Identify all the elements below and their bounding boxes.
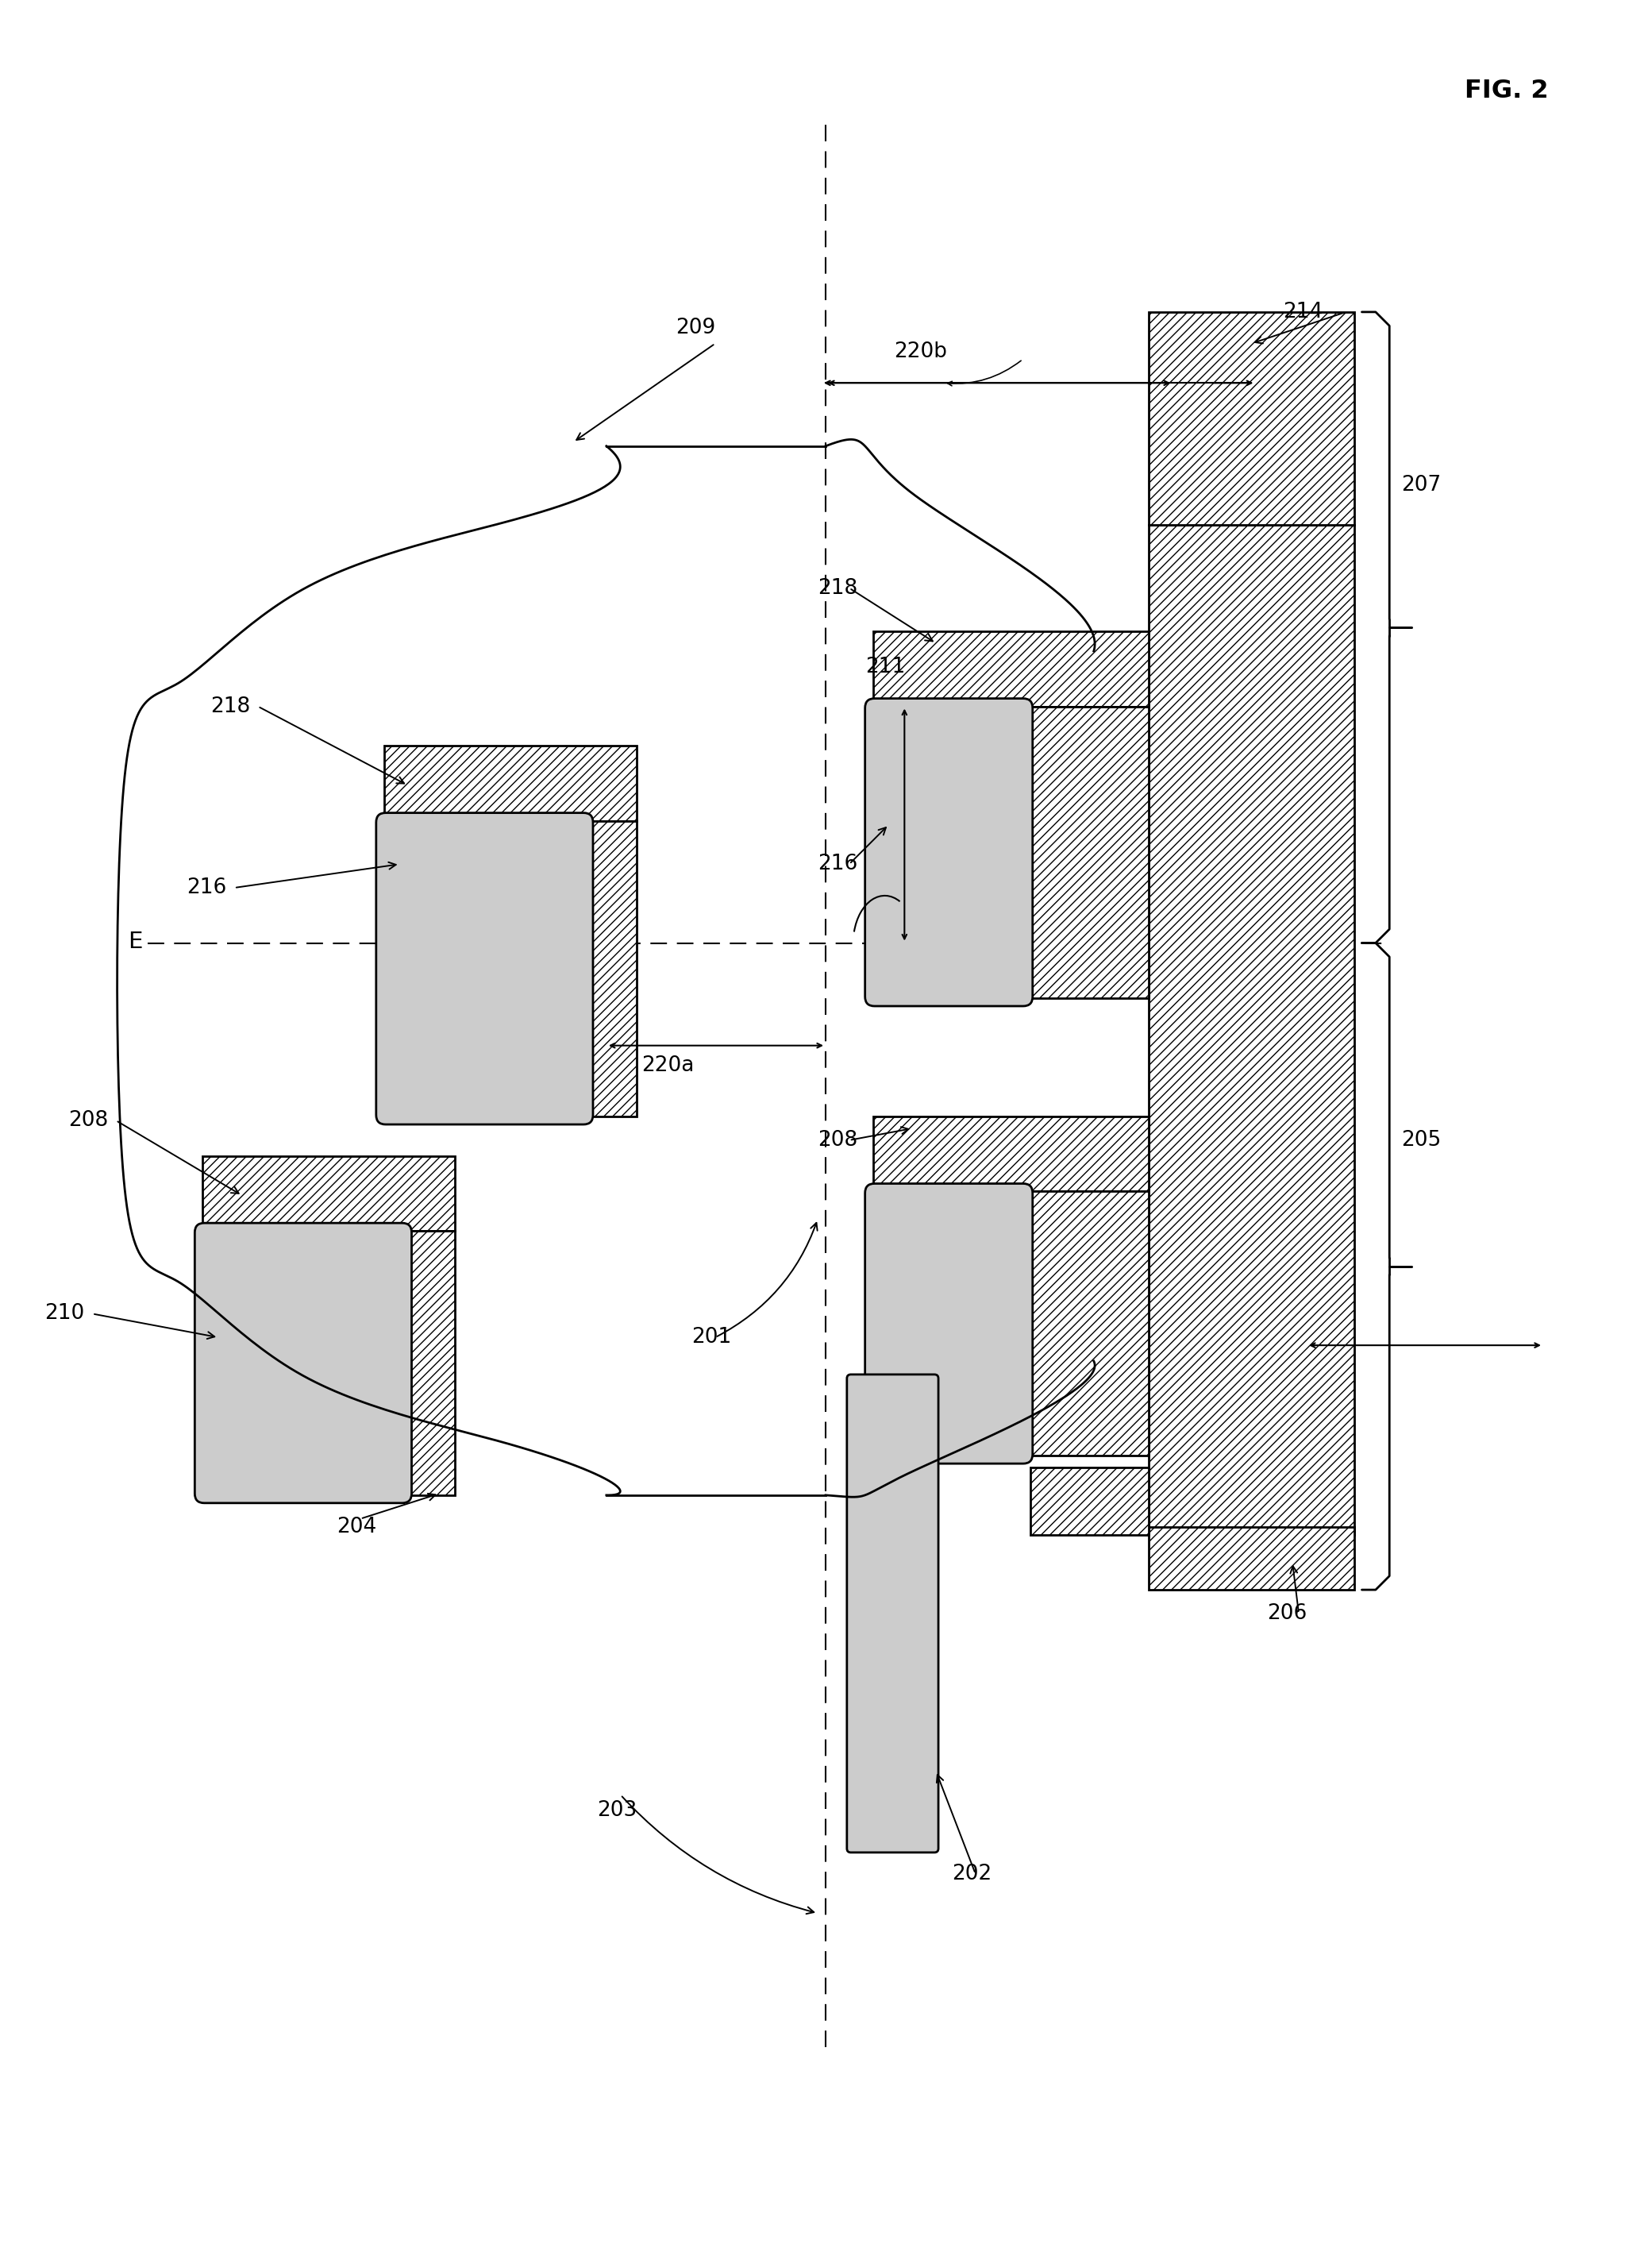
Text: 207: 207 (1401, 475, 1441, 495)
Bar (1148, 1527, 1355, 1590)
Text: 204: 204 (337, 1516, 377, 1538)
Bar (1148, 313, 1355, 525)
Text: 201: 201 (692, 1326, 732, 1347)
Bar (585, 820, 636, 1117)
Bar (403, 1232, 454, 1495)
Bar (203, 1155, 454, 1232)
Text: 212: 212 (1054, 1509, 1094, 1529)
Text: 208: 208 (818, 1131, 857, 1151)
FancyBboxPatch shape (866, 1185, 1032, 1464)
Text: 210: 210 (45, 1304, 84, 1324)
Text: 218: 218 (210, 696, 251, 716)
Text: FIG. 2: FIG. 2 (1464, 79, 1548, 104)
Bar (872, 1117, 1148, 1191)
FancyBboxPatch shape (195, 1223, 411, 1502)
Text: 220a: 220a (641, 1054, 694, 1076)
FancyBboxPatch shape (866, 698, 1032, 1007)
Text: 203: 203 (596, 1799, 636, 1822)
Bar (1148, 525, 1355, 1534)
FancyBboxPatch shape (377, 813, 593, 1124)
Bar (872, 631, 1148, 707)
Text: 211: 211 (866, 658, 905, 678)
Text: 206: 206 (1267, 1603, 1307, 1624)
Text: 209: 209 (676, 318, 715, 338)
Text: 202: 202 (952, 1862, 991, 1885)
FancyBboxPatch shape (847, 1374, 938, 1853)
Bar (1024, 1191, 1148, 1455)
Text: 220b: 220b (894, 340, 947, 363)
Bar (1024, 707, 1148, 998)
Bar (383, 745, 636, 820)
Text: 216: 216 (818, 854, 857, 874)
Text: E: E (127, 930, 142, 953)
Text: 216: 216 (187, 878, 226, 899)
Text: 218: 218 (818, 579, 857, 599)
Text: 205: 205 (1401, 1131, 1441, 1151)
Text: 214: 214 (1284, 302, 1323, 322)
Text: 208: 208 (69, 1110, 109, 1131)
Bar (1031, 1468, 1148, 1534)
